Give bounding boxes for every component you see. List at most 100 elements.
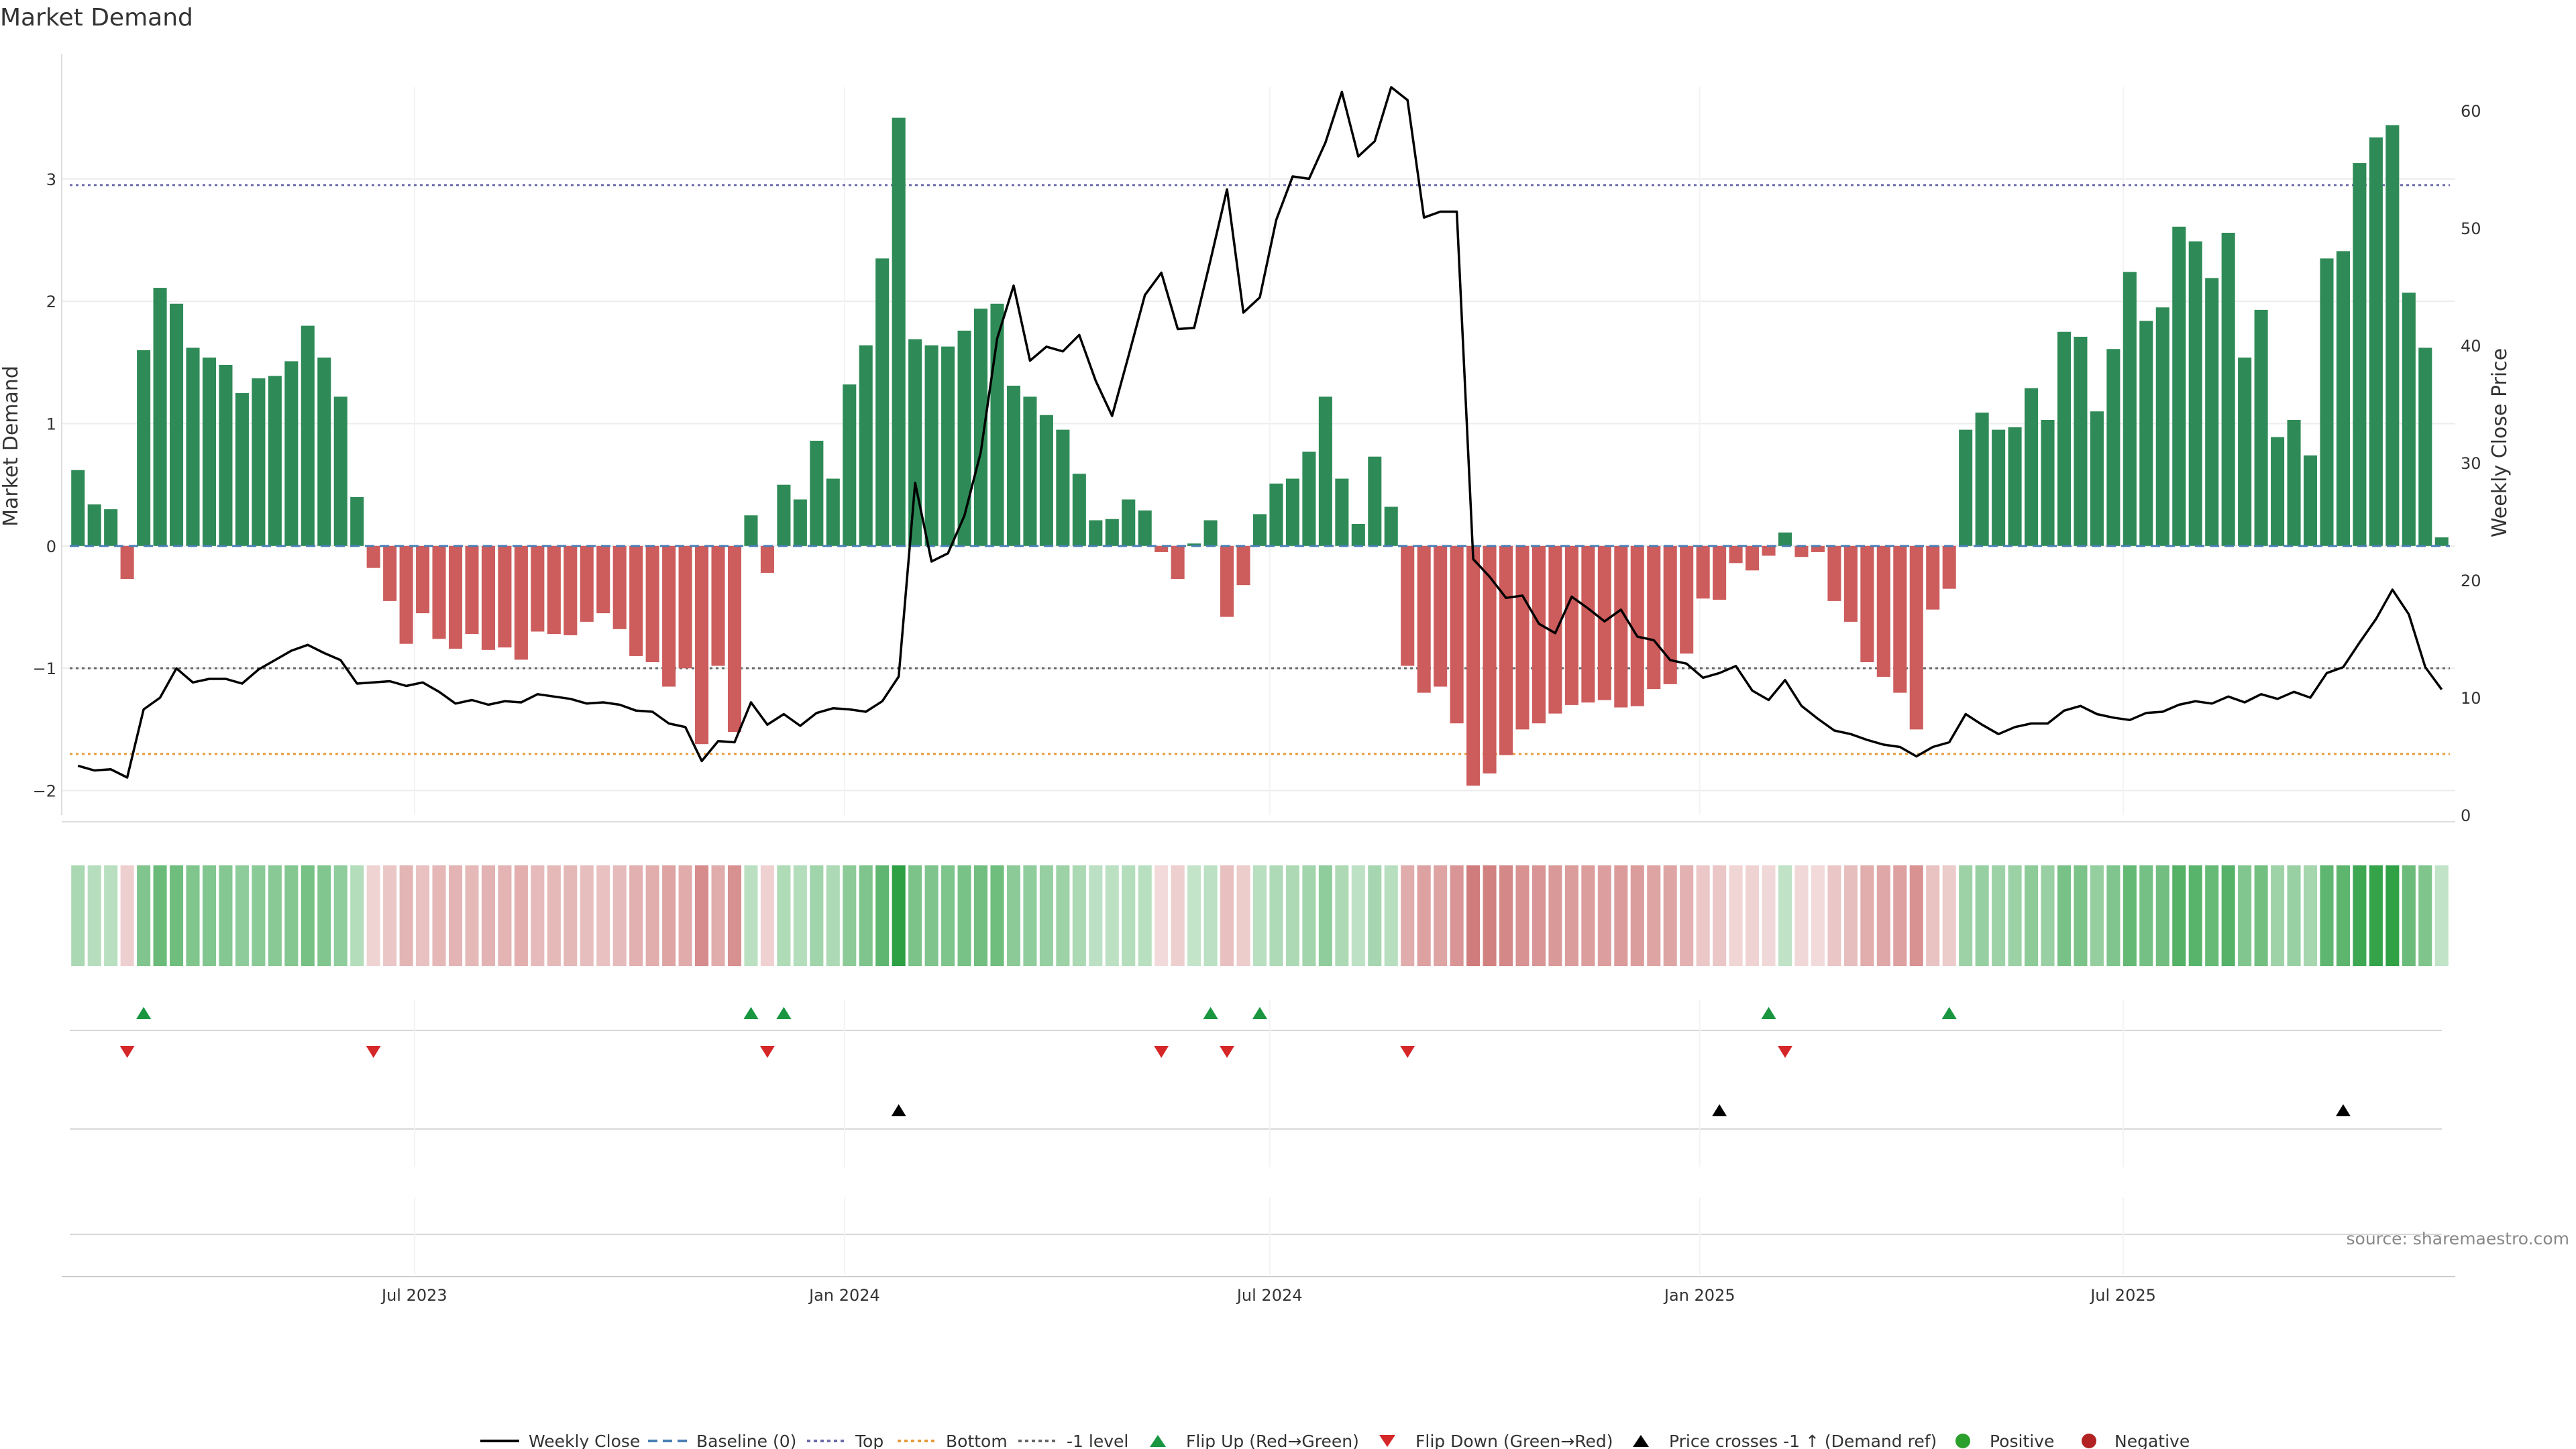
demand-bar <box>580 545 594 622</box>
demand-bar <box>1564 545 1578 705</box>
demand-bar <box>2172 226 2186 546</box>
demand-bar <box>153 288 167 546</box>
chart-title: Market Demand <box>0 4 193 32</box>
event-rows <box>70 1000 2442 1275</box>
strip-cell <box>1417 865 1431 966</box>
strip-cell <box>481 865 495 966</box>
demand-bar <box>2271 437 2285 546</box>
demand-bar <box>1483 545 1497 773</box>
demand-bar <box>1236 545 1250 586</box>
strip-cell <box>2041 865 2055 966</box>
demand-bar <box>924 345 938 546</box>
strip-cell <box>1335 865 1349 966</box>
demand-bar <box>399 545 413 644</box>
demand-bar <box>2353 163 2367 546</box>
strip-cell <box>2139 865 2153 966</box>
demand-bar <box>1335 478 1349 546</box>
demand-bar <box>2402 292 2416 546</box>
demand-bar <box>1975 413 1989 546</box>
legend-flip-up-label: Flip Up (Red→Green) <box>1186 1432 1359 1449</box>
strip-cell <box>941 865 955 966</box>
strip-cell <box>973 865 988 966</box>
legend: Weekly Close Baseline (0) Top Bottom -1 leve… <box>480 1432 2190 1449</box>
strip-cell <box>1992 865 2006 966</box>
strip-cell <box>596 865 610 966</box>
strip-cell <box>284 865 299 966</box>
demand-bar <box>170 303 184 546</box>
flip-up-marker <box>1203 1007 1218 1019</box>
demand-bar <box>333 396 347 546</box>
demand-bar <box>2008 427 2022 546</box>
strip-cell <box>1975 865 1989 966</box>
strip-cell <box>1663 865 1677 966</box>
demand-bar <box>1713 545 1727 600</box>
strip-cell <box>170 865 184 966</box>
demand-bar <box>711 545 725 666</box>
strip-cell <box>1959 865 1973 966</box>
demand-bar <box>1909 545 1923 730</box>
strip-cell <box>580 865 594 966</box>
strip-cell <box>498 865 512 966</box>
strip-cell <box>1318 865 1332 966</box>
strip-cell <box>1466 865 1481 966</box>
y2-tick-label: 20 <box>2461 572 2481 590</box>
legend-negative-swatch <box>2082 1434 2096 1448</box>
strip-cell <box>2090 865 2104 966</box>
legend-positive-label: Positive <box>1990 1432 2054 1449</box>
strip-cell <box>2074 865 2088 966</box>
demand-heat-strip <box>71 865 2449 966</box>
demand-bar <box>1285 478 1299 546</box>
strip-cell <box>1368 865 1382 966</box>
demand-bar <box>2188 241 2202 546</box>
strip-cell <box>1269 865 1283 966</box>
demand-bar <box>1729 545 1743 564</box>
strip-cell <box>383 865 397 966</box>
demand-bar <box>1992 429 2006 546</box>
demand-bar <box>1023 396 1037 546</box>
demand-bar <box>2139 321 2153 546</box>
demand-bar <box>760 545 774 573</box>
strip-cell <box>1384 865 1398 966</box>
price-cross-marker <box>2335 1104 2351 1116</box>
strip-cell <box>547 865 561 966</box>
demand-bar <box>1302 451 1316 546</box>
demand-bar <box>350 496 364 546</box>
strip-cell <box>1680 865 1694 966</box>
strip-cell <box>2271 865 2285 966</box>
strip-cell <box>1401 865 1415 966</box>
strip-cell <box>268 865 282 966</box>
x-tick-label: Jan 2025 <box>1663 1286 1735 1305</box>
strip-cell <box>2238 865 2252 966</box>
x-tick-label: Jul 2024 <box>1236 1286 1303 1305</box>
strip-cell <box>1138 865 1152 966</box>
flip-up-marker <box>1761 1007 1776 1019</box>
demand-bar <box>1794 545 1809 557</box>
demand-bar <box>1746 545 1760 571</box>
strip-cell <box>317 865 331 966</box>
strip-cell <box>1089 865 1103 966</box>
demand-bar <box>695 545 709 745</box>
strip-cell <box>514 865 528 966</box>
strip-cell <box>1614 865 1628 966</box>
y-tick-label: 3 <box>46 170 56 189</box>
demand-bar <box>1778 532 1792 546</box>
legend-top-label: Top <box>855 1432 883 1449</box>
demand-bar <box>2074 337 2088 546</box>
demand-bar <box>465 545 479 635</box>
demand-bar <box>1515 545 1529 730</box>
y-tick-label: 2 <box>46 292 56 311</box>
demand-bar <box>202 358 217 546</box>
strip-cell <box>957 865 971 966</box>
strip-cell <box>990 865 1004 966</box>
legend-flip-down-swatch <box>1379 1435 1395 1447</box>
strip-cell <box>1762 865 1776 966</box>
strip-cell <box>1056 865 1070 966</box>
demand-bar <box>1876 545 1890 677</box>
strip-cell <box>629 865 643 966</box>
demand-bar <box>777 484 791 546</box>
demand-bar <box>1417 545 1431 693</box>
demand-bar <box>957 330 971 546</box>
demand-bar <box>1843 545 1858 622</box>
legend-flip-up-swatch <box>1150 1435 1166 1447</box>
